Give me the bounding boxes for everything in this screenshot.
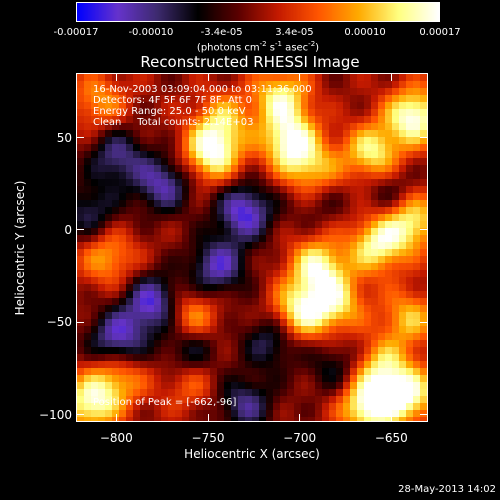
annotation-time-range: 16-Nov-2003 03:09:04.000 to 03:11:36.000 [93,84,312,95]
chart-title: Reconstructed RHESSI Image [140,53,360,71]
x-tick-label: −650 [374,431,408,445]
colorbar-tick-label: -3.4e-05 [200,27,243,38]
x-tick-label: −700 [283,431,317,445]
colorbar-tick-label: 3.4e-05 [275,27,314,38]
x-tick-mark [207,73,209,81]
annotation-peak-position: Position of Peak = [-662,-96] [93,397,237,408]
y-tick-mark [420,414,428,416]
x-tick-label: −800 [99,431,133,445]
y-tick-label: 50 [56,130,72,145]
colorbar [76,2,440,22]
y-tick-mark [420,229,428,231]
annotation-clean-counts: Clean Total counts: 2.14E+03 [93,117,254,128]
y-tick-label: −100 [39,407,72,422]
colorbar-unit: (photons cm-2 s-1 asec-2) [196,40,320,54]
rhessi-heatmap [77,74,427,421]
x-tick-mark [115,414,117,422]
y-tick-label: 0 [64,222,72,237]
x-axis-label: Heliocentric X (arcsec) [184,447,320,461]
annotation-detectors: Detectors: 4F 5F 6F 7F 8F, Att 0 [93,95,253,106]
y-tick-mark [76,321,84,323]
colorbar-tick-label: 0.00017 [419,27,461,38]
x-tick-mark [390,414,392,422]
colorbar-gradient [76,2,440,22]
y-tick-label: −50 [46,315,72,330]
x-tick-mark [299,73,301,81]
x-tick-mark [299,414,301,422]
y-axis-label: Heliocentric Y (arcsec) [13,180,27,316]
y-tick-mark [76,137,84,139]
colorbar-tick-label: -0.00017 [53,27,99,38]
x-tick-mark [207,414,209,422]
y-tick-mark [76,414,84,416]
annotation-energy-range: Energy Range: 25.0 - 50.0 keV [93,106,246,117]
y-tick-mark [420,137,428,139]
y-tick-mark [76,229,84,231]
colorbar-tick-label: -0.00010 [128,27,174,38]
colorbar-tick-label: 0.00010 [344,27,386,38]
x-tick-mark [390,73,392,81]
y-tick-mark [420,321,428,323]
plot-area: 16-Nov-2003 03:09:04.000 to 03:11:36.000… [76,73,428,422]
x-tick-label: −750 [191,431,225,445]
x-tick-mark [115,73,117,81]
timestamp: 28-May-2013 14:02 [398,484,496,495]
